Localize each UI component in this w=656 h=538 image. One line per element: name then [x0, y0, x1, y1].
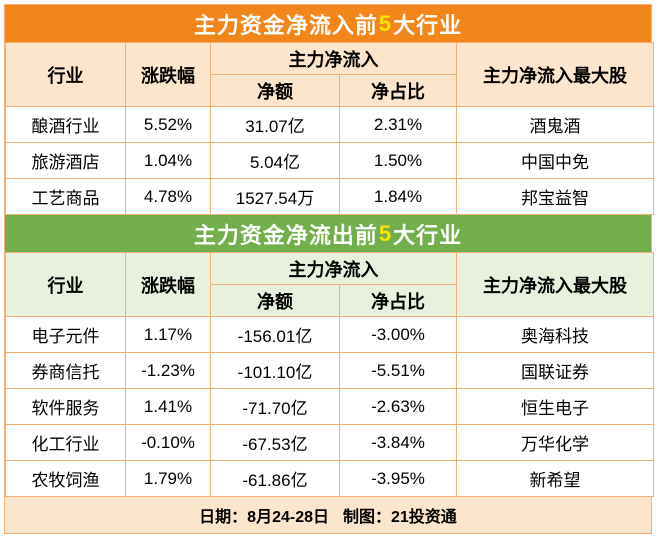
footer-credit: 制图：21投资通: [343, 509, 457, 526]
change-cell: 5.52%: [125, 106, 211, 143]
table-row: 化工行业 -0.10% -67.53亿 -3.84% 万华化学: [5, 424, 654, 461]
change-cell: 1.04%: [125, 142, 211, 179]
top-stock-cell: 恒生电子: [456, 388, 654, 425]
net-ratio-cell: 2.31%: [339, 106, 457, 143]
top-stock-cell: 中国中免: [456, 142, 654, 179]
col-header-net-amount: 净额: [210, 284, 340, 317]
table-row: 旅游酒店 1.04% 5.04亿 1.50% 中国中免: [5, 142, 654, 179]
col-header-top-stock: 主力净流入最大股: [456, 42, 654, 107]
industry-cell: 电子元件: [5, 316, 126, 353]
top-stock-cell: 国联证券: [456, 352, 654, 389]
col-header-net-ratio: 净占比: [339, 74, 457, 107]
net-ratio-cell: -2.63%: [339, 388, 457, 425]
table-row: 工艺商品 4.78% 1527.54万 1.84% 邦宝益智: [5, 178, 654, 215]
inflow-header-row-2: 净额 净占比: [6, 74, 654, 107]
industry-cell: 工艺商品: [5, 178, 126, 215]
net-ratio-cell: 1.50%: [339, 142, 457, 179]
net-amount-cell: 5.04亿: [210, 142, 340, 179]
net-amount-cell: -67.53亿: [210, 424, 340, 461]
top-stock-cell: 邦宝益智: [456, 178, 654, 215]
net-ratio-cell: 1.84%: [339, 178, 457, 215]
col-header-industry: 行业: [5, 252, 126, 317]
industry-cell: 旅游酒店: [5, 142, 126, 179]
industry-cell: 软件服务: [5, 388, 126, 425]
table-row: 酿酒行业 5.52% 31.07亿 2.31% 酒鬼酒: [5, 106, 654, 143]
col-header-top-stock: 主力净流入最大股: [456, 252, 654, 317]
net-amount-cell: -71.70亿: [210, 388, 340, 425]
change-cell: 1.79%: [125, 460, 211, 497]
inflow-header-row-1: 行业 涨跌幅 主力净流入 主力净流入最大股: [5, 42, 654, 107]
industry-cell: 券商信托: [5, 352, 126, 389]
net-amount-cell: 31.07亿: [210, 106, 340, 143]
col-header-change: 涨跌幅: [125, 42, 211, 107]
outflow-table: 行业 涨跌幅 主力净流入 主力净流入最大股 净额 净占比 电子元件 1.17% …: [5, 252, 654, 497]
outflow-header-row-1: 行业 涨跌幅 主力净流入 主力净流入最大股: [5, 252, 654, 317]
industry-cell: 酿酒行业: [5, 106, 126, 143]
inflow-banner: 主力资金净流入前 5 大行业: [5, 5, 651, 42]
change-cell: 4.78%: [125, 178, 211, 215]
capital-flow-infographic: 主力资金净流入前 5 大行业 行业 涨跌幅 主力净流入 主力净流入最大股 净额 净占…: [4, 4, 654, 534]
top-stock-cell: 万华化学: [456, 424, 654, 461]
change-cell: 1.17%: [125, 316, 211, 353]
change-cell: 1.41%: [125, 388, 211, 425]
net-amount-cell: 1527.54万: [210, 178, 340, 215]
col-header-net-amount: 净额: [210, 74, 340, 107]
top-stock-cell: 奥海科技: [456, 316, 654, 353]
net-amount-cell: -61.86亿: [210, 460, 340, 497]
col-header-net-inflow-group: 主力净流入: [210, 252, 457, 285]
table-row: 农牧饲渔 1.79% -61.86亿 -3.95% 新希望: [5, 460, 654, 497]
footer: 日期：8月24-28日 制图：21投资通: [5, 497, 651, 533]
industry-cell: 农牧饲渔: [5, 460, 126, 497]
net-amount-cell: -101.10亿: [210, 352, 340, 389]
inflow-title-suffix: 大行业: [393, 12, 463, 38]
net-ratio-cell: -5.51%: [339, 352, 457, 389]
outflow-title-number: 5: [378, 220, 393, 246]
net-amount-cell: -156.01亿: [210, 316, 340, 353]
table-row: 电子元件 1.17% -156.01亿 -3.00% 奥海科技: [5, 316, 654, 353]
change-cell: -0.10%: [125, 424, 211, 461]
outflow-title-suffix: 大行业: [393, 222, 463, 248]
net-ratio-cell: -3.95%: [339, 460, 457, 497]
industry-cell: 化工行业: [5, 424, 126, 461]
net-ratio-cell: -3.84%: [339, 424, 457, 461]
col-header-net-ratio: 净占比: [339, 284, 457, 317]
top-stock-cell: 新希望: [456, 460, 654, 497]
col-header-industry: 行业: [5, 42, 126, 107]
net-ratio-cell: -3.00%: [339, 316, 457, 353]
table-row: 券商信托 -1.23% -101.10亿 -5.51% 国联证券: [5, 352, 654, 389]
top-stock-cell: 酒鬼酒: [456, 106, 654, 143]
table-row: 软件服务 1.41% -71.70亿 -2.63% 恒生电子: [5, 388, 654, 425]
inflow-title-number: 5: [378, 10, 393, 36]
change-cell: -1.23%: [125, 352, 211, 389]
col-header-change: 涨跌幅: [125, 252, 211, 317]
footer-date: 日期：8月24-28日: [199, 509, 329, 526]
col-header-net-inflow-group: 主力净流入: [210, 42, 457, 75]
outflow-title-prefix: 主力资金净流出前: [193, 222, 378, 248]
outflow-banner: 主力资金净流出前 5 大行业: [5, 215, 651, 252]
inflow-title-prefix: 主力资金净流入前: [193, 12, 378, 38]
inflow-table: 行业 涨跌幅 主力净流入 主力净流入最大股 净额 净占比 酿酒行业 5.52% …: [5, 42, 654, 215]
